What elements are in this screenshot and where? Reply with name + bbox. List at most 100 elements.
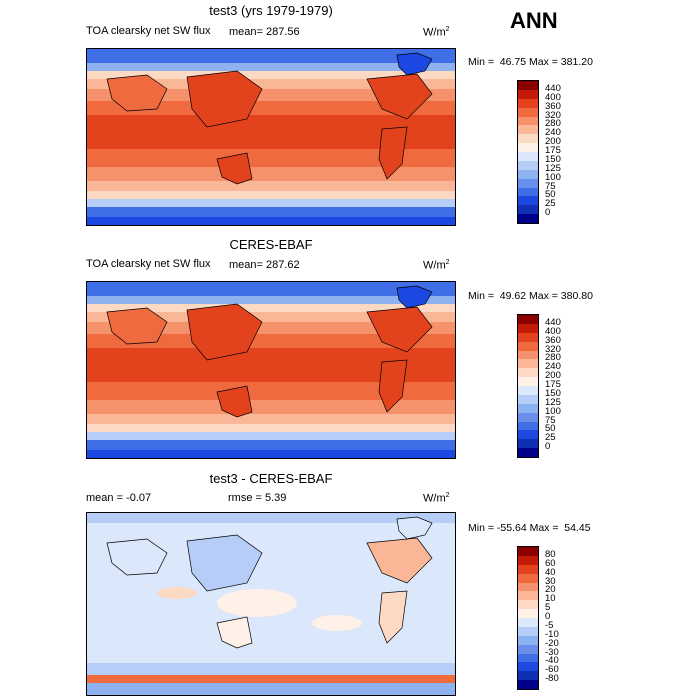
colorbar-tick-label: 440 xyxy=(545,316,561,328)
panel3-title: test3 - CERES-EBAF xyxy=(209,471,333,486)
colorbar-swatch xyxy=(518,555,538,565)
panel1-variable: TOA clearsky net SW flux xyxy=(86,25,211,37)
colorbar-swatch xyxy=(518,547,538,556)
colorbar-tick-label: -40 xyxy=(545,655,559,667)
colorbar-tick-label: 175 xyxy=(545,145,561,156)
colorbar-swatch xyxy=(518,671,538,681)
colorbar-swatch xyxy=(518,680,538,689)
colorbar-swatch xyxy=(518,591,538,601)
colorbar-tick-label: 30 xyxy=(545,575,556,587)
colorbar-tick-label: -60 xyxy=(545,664,559,676)
colorbar-tick-label: 150 xyxy=(545,387,561,399)
colorbar-tick-label: 125 xyxy=(545,396,561,408)
colorbar-tick-label: 20 xyxy=(545,584,556,596)
colorbar-swatch xyxy=(518,98,538,108)
colorbar-tick-label: 280 xyxy=(545,118,561,130)
panel2-mean: mean= 287.62 xyxy=(229,259,300,271)
colorbar-swatch xyxy=(518,377,538,386)
colorbar-tick-label: 75 xyxy=(545,414,556,426)
colorbar-tick-label: 320 xyxy=(545,343,561,355)
colorbar-swatch xyxy=(518,196,538,206)
colorbar-swatch xyxy=(518,315,538,324)
colorbar-swatch xyxy=(518,178,538,188)
colorbar-swatch xyxy=(518,582,538,592)
colorbar-swatch xyxy=(518,662,538,672)
colorbar-swatch xyxy=(518,332,538,342)
colorbar-tick-label: 50 xyxy=(545,423,556,435)
panel2-map xyxy=(86,281,456,459)
colorbar-swatch xyxy=(518,134,538,144)
colorbar-tick-label: 125 xyxy=(545,162,561,174)
colorbar-tick-label: 400 xyxy=(545,91,561,103)
colorbar-tick-label: 75 xyxy=(545,180,556,192)
colorbar-tick-label: 360 xyxy=(545,100,561,112)
colorbar-swatch xyxy=(518,143,538,152)
panel3-mean: mean = -0.07 xyxy=(86,492,152,504)
colorbar-tick-label: -80 xyxy=(545,673,559,685)
colorbar-tick-label: 25 xyxy=(545,198,556,210)
colorbar-tick-label: 25 xyxy=(545,432,556,444)
colorbar-swatch xyxy=(518,205,538,215)
colorbar-swatch xyxy=(518,116,538,126)
panel3-minmax: Min = -55.64 Max = 54.45 xyxy=(468,522,591,534)
colorbar-swatch xyxy=(518,421,538,431)
colorbar-tick-label: 360 xyxy=(545,334,561,346)
colorbar-tick-label: 440 xyxy=(545,82,561,94)
panel3-colorbar xyxy=(517,546,539,690)
panel3-units: W/m2 xyxy=(423,492,450,505)
colorbar-swatch xyxy=(518,644,538,654)
panel1-minmax: Min = 46.75 Max = 381.20 xyxy=(468,56,593,68)
colorbar-tick-label: 150 xyxy=(545,153,561,165)
colorbar-tick-label: 100 xyxy=(545,171,561,183)
colorbar-tick-label: 10 xyxy=(545,593,556,605)
colorbar-tick-label: 0 xyxy=(545,207,551,219)
colorbar-tick-label: -10 xyxy=(545,628,559,640)
panel3-rmse: rmse = 5.39 xyxy=(228,492,287,504)
colorbar-tick-label: 240 xyxy=(545,127,561,139)
colorbar-swatch xyxy=(518,89,538,99)
colorbar-swatch xyxy=(518,152,538,161)
colorbar-tick-label: 200 xyxy=(545,136,561,148)
colorbar-swatch xyxy=(518,430,538,440)
colorbar-tick-label: 0 xyxy=(545,441,551,453)
colorbar-swatch xyxy=(518,81,538,90)
colorbar-swatch xyxy=(518,439,538,449)
colorbar-tick-label: 50 xyxy=(545,189,556,201)
colorbar-tick-label: -20 xyxy=(545,637,559,649)
colorbar-swatch xyxy=(518,341,538,351)
colorbar-swatch xyxy=(518,626,538,636)
colorbar-swatch xyxy=(518,600,538,610)
colorbar-tick-label: 100 xyxy=(545,405,561,417)
colorbar-swatch xyxy=(518,386,538,395)
colorbar-swatch xyxy=(518,187,538,197)
colorbar-swatch xyxy=(518,448,538,457)
colorbar-swatch xyxy=(518,214,538,223)
colorbar-swatch xyxy=(518,107,538,117)
panel1-mean: mean= 287.56 xyxy=(229,26,300,38)
colorbar-swatch xyxy=(518,394,538,404)
colorbar-swatch xyxy=(518,403,538,413)
colorbar-swatch xyxy=(518,635,538,645)
panel2-minmax: Min = 49.62 Max = 380.80 xyxy=(468,290,593,302)
colorbar-swatch xyxy=(518,564,538,574)
colorbar-tick-label: 280 xyxy=(545,352,561,364)
panel2-units: W/m2 xyxy=(423,259,450,272)
panel2-title: CERES-EBAF xyxy=(229,237,313,252)
colorbar-swatch xyxy=(518,573,538,583)
colorbar-swatch xyxy=(518,160,538,170)
panel2-variable: TOA clearsky net SW flux xyxy=(86,258,211,270)
colorbar-swatch xyxy=(518,125,538,135)
colorbar-swatch xyxy=(518,368,538,378)
colorbar-swatch xyxy=(518,169,538,179)
panel1-units: W/m2 xyxy=(423,26,450,39)
colorbar-tick-label: 240 xyxy=(545,361,561,373)
colorbar-tick-label: 400 xyxy=(545,325,561,337)
colorbar-swatch xyxy=(518,323,538,333)
panel1-map xyxy=(86,48,456,226)
colorbar-swatch xyxy=(518,359,538,369)
colorbar-swatch xyxy=(518,653,538,663)
panel2-colorbar xyxy=(517,314,539,458)
panel1-colorbar xyxy=(517,80,539,224)
colorbar-tick-label: 320 xyxy=(545,109,561,121)
colorbar-tick-label: 175 xyxy=(545,379,561,390)
